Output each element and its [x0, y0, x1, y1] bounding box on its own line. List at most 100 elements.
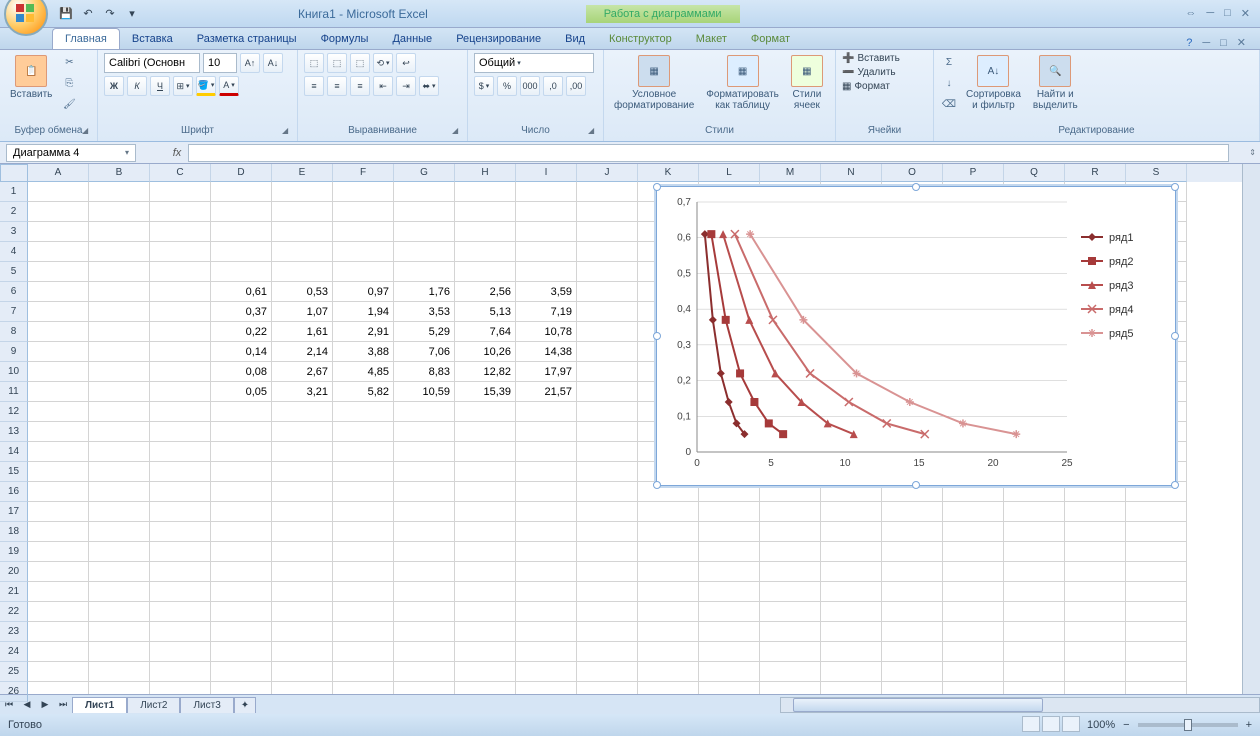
row-header-12[interactable]: 12 [0, 402, 28, 422]
cell[interactable] [516, 442, 577, 462]
cell[interactable] [455, 462, 516, 482]
cell[interactable] [89, 682, 150, 694]
cell[interactable] [211, 542, 272, 562]
merge-icon[interactable]: ⬌ [419, 76, 439, 96]
cell[interactable] [638, 562, 699, 582]
cell[interactable] [89, 562, 150, 582]
cell[interactable] [211, 262, 272, 282]
cell[interactable] [394, 662, 455, 682]
col-header-H[interactable]: H [455, 164, 516, 182]
cell[interactable] [150, 422, 211, 442]
cell[interactable] [89, 422, 150, 442]
row-header-17[interactable]: 17 [0, 502, 28, 522]
cell[interactable] [516, 482, 577, 502]
redo-icon[interactable]: ↷ [102, 6, 118, 22]
cell[interactable] [333, 522, 394, 542]
row-header-18[interactable]: 18 [0, 522, 28, 542]
cell[interactable] [89, 222, 150, 242]
cell[interactable] [150, 442, 211, 462]
cell[interactable] [211, 502, 272, 522]
cell[interactable] [760, 642, 821, 662]
help-icon[interactable]: ? [1186, 37, 1192, 49]
cell[interactable] [577, 362, 638, 382]
cell[interactable] [211, 482, 272, 502]
cell[interactable] [28, 302, 89, 322]
cell[interactable] [333, 542, 394, 562]
cell[interactable] [882, 642, 943, 662]
cell[interactable] [211, 242, 272, 262]
cell[interactable] [1126, 682, 1187, 694]
cell[interactable] [272, 562, 333, 582]
cell[interactable] [1065, 682, 1126, 694]
cell[interactable] [272, 482, 333, 502]
fill-icon[interactable]: ↓ [940, 74, 958, 92]
cell[interactable] [882, 682, 943, 694]
cell[interactable]: 0,05 [211, 382, 272, 402]
cell[interactable] [28, 462, 89, 482]
cell[interactable] [577, 462, 638, 482]
cell[interactable] [882, 662, 943, 682]
cell[interactable] [1065, 642, 1126, 662]
cell[interactable] [577, 202, 638, 222]
row-header-13[interactable]: 13 [0, 422, 28, 442]
cell[interactable] [28, 442, 89, 462]
cell[interactable] [394, 442, 455, 462]
cell[interactable] [821, 582, 882, 602]
row-header-5[interactable]: 5 [0, 262, 28, 282]
tab-insert[interactable]: Вставка [120, 29, 185, 49]
resize-handle-n[interactable] [912, 183, 920, 191]
delete-cells-icon[interactable]: ➖ [842, 67, 854, 78]
vertical-scrollbar[interactable] [1242, 164, 1260, 694]
cell[interactable] [28, 502, 89, 522]
cell[interactable] [699, 622, 760, 642]
sheet-tab-2[interactable]: Лист2 [127, 697, 180, 713]
cell[interactable] [455, 502, 516, 522]
resize-icon[interactable]: ⇔ [1185, 7, 1196, 20]
tab-data[interactable]: Данные [380, 29, 444, 49]
cell[interactable] [150, 282, 211, 302]
cell[interactable] [272, 262, 333, 282]
cell[interactable] [394, 682, 455, 694]
cell[interactable]: 3,21 [272, 382, 333, 402]
cell[interactable] [28, 682, 89, 694]
cell[interactable] [211, 202, 272, 222]
row-header-3[interactable]: 3 [0, 222, 28, 242]
cell[interactable] [394, 502, 455, 522]
page-layout-view-icon[interactable] [1042, 716, 1060, 732]
undo-icon[interactable]: ↶ [80, 6, 96, 22]
cell[interactable] [516, 562, 577, 582]
cell[interactable] [211, 462, 272, 482]
cell[interactable] [1004, 502, 1065, 522]
cell[interactable] [516, 202, 577, 222]
cell[interactable]: 0,08 [211, 362, 272, 382]
cell[interactable] [150, 582, 211, 602]
row-header-1[interactable]: 1 [0, 182, 28, 202]
row-header-4[interactable]: 4 [0, 242, 28, 262]
cell[interactable] [28, 242, 89, 262]
cell[interactable] [28, 422, 89, 442]
cell[interactable]: 2,56 [455, 282, 516, 302]
cell[interactable] [882, 562, 943, 582]
align-center-icon[interactable]: ≡ [327, 76, 347, 96]
cell[interactable] [211, 582, 272, 602]
insert-label[interactable]: Вставить [857, 53, 899, 64]
cell[interactable] [1126, 662, 1187, 682]
cell[interactable]: 3,53 [394, 302, 455, 322]
cell[interactable] [943, 642, 1004, 662]
cell[interactable]: 1,07 [272, 302, 333, 322]
cell[interactable] [1126, 542, 1187, 562]
row-header-24[interactable]: 24 [0, 642, 28, 662]
cell[interactable] [638, 662, 699, 682]
resize-handle-nw[interactable] [653, 183, 661, 191]
cell[interactable] [150, 262, 211, 282]
tab-chart-format[interactable]: Формат [739, 29, 802, 49]
zoom-out-icon[interactable]: − [1123, 719, 1129, 731]
close-icon[interactable]: ✕ [1241, 7, 1250, 20]
cell[interactable] [1126, 582, 1187, 602]
cell[interactable] [455, 422, 516, 442]
cell[interactable] [394, 622, 455, 642]
cell[interactable] [1004, 622, 1065, 642]
font-dialog-icon[interactable]: ◢ [282, 126, 294, 138]
cell[interactable] [89, 322, 150, 342]
cell[interactable] [638, 682, 699, 694]
